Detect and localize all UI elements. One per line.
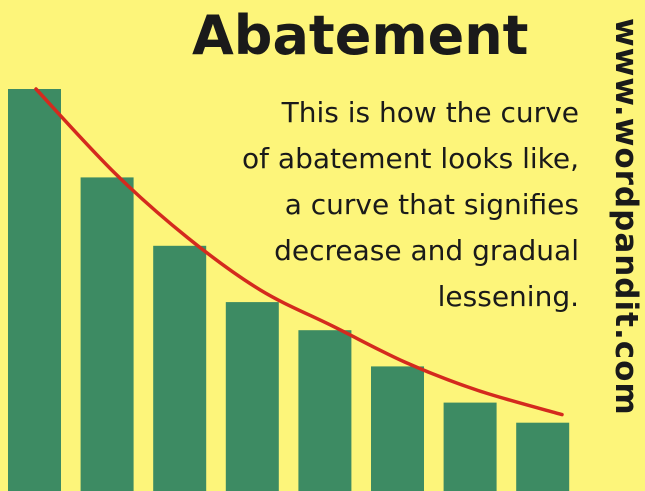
description-line: lessening.: [437, 280, 579, 313]
chart-bar: [298, 330, 352, 491]
chart-bar: [8, 89, 61, 491]
chart-bar: [371, 366, 424, 491]
description-line: decrease and gradual: [274, 234, 579, 267]
website-watermark: www.wordpandit.com: [608, 18, 644, 416]
chart-bar: [153, 245, 207, 491]
page-title: Abatement: [192, 4, 529, 67]
description-line: This is how the curve: [281, 96, 579, 129]
chart-bar: [516, 422, 570, 491]
description-line: of abatement looks like,: [242, 142, 579, 175]
chart-bar: [80, 177, 134, 491]
abatement-curve: [34, 87, 564, 417]
description-line: a curve that signifies: [284, 188, 579, 221]
chart-bar: [225, 302, 279, 491]
description: This is how the curve of abatement looks…: [139, 90, 579, 320]
chart-bar: [443, 402, 497, 491]
